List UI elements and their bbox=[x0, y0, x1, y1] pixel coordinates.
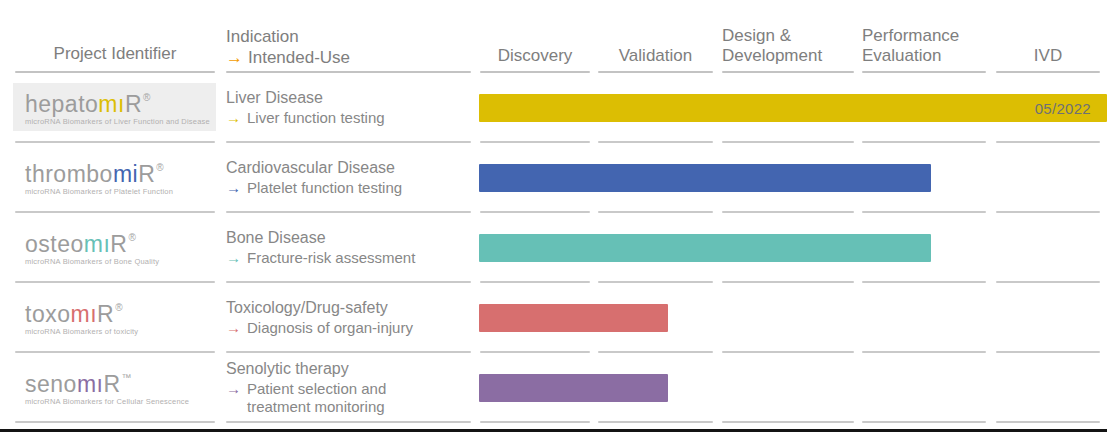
arrow-icon: → bbox=[226, 249, 241, 267]
indication-cell: Cardiovascular Disease → Platelet functio… bbox=[226, 143, 471, 211]
trademark-symbol: ® bbox=[143, 92, 150, 103]
progress-bar bbox=[479, 304, 668, 332]
brand-tagline: microRNA Biomarkers of Liver Function an… bbox=[25, 117, 216, 127]
intended-use-line: → Platelet function testing bbox=[226, 179, 471, 197]
project-logo: osteomıR® microRNA Biomarkers of Bone Qu… bbox=[13, 213, 216, 281]
header-row: Project Identifier Indication → Intended-… bbox=[0, 0, 1107, 73]
bottom-border-line bbox=[0, 429, 1107, 432]
progress-bar bbox=[479, 164, 931, 192]
intended-use-text: Fracture-risk assessment bbox=[247, 249, 415, 267]
brand-name: osteomıR® bbox=[25, 227, 216, 257]
project-logo: thrombomiR® microRNA Biomarkers of Plate… bbox=[13, 143, 216, 211]
brand-mi: mı bbox=[98, 90, 125, 116]
column-separator bbox=[15, 421, 215, 423]
trademark-symbol: ® bbox=[115, 302, 122, 313]
column-header-ivd: IVD bbox=[996, 46, 1100, 66]
intended-use-line: → Liver function testing bbox=[226, 109, 471, 127]
intended-use-line: → Patient selection and treatment monitor… bbox=[226, 380, 471, 416]
intended-use-text: Liver function testing bbox=[247, 109, 385, 127]
arrow-icon: → bbox=[226, 179, 241, 197]
progress-bar: 05/2022 bbox=[479, 94, 1107, 122]
brand-tagline: microRNA Biomarkers of toxicity bbox=[25, 327, 216, 337]
progress-bar bbox=[479, 234, 931, 262]
arrow-icon: → bbox=[226, 319, 241, 337]
pipeline-chart: Project Identifier Indication → Intended-… bbox=[0, 0, 1107, 434]
indication-cell: Liver Disease → Liver function testing bbox=[226, 73, 471, 141]
column-header-performance-evaluation: Performance Evaluation bbox=[862, 26, 986, 66]
intended-use-line: → Fracture-risk assessment bbox=[226, 249, 471, 267]
indication-subtitle: Intended-Use bbox=[248, 48, 350, 67]
disease-label: Senolytic therapy bbox=[226, 359, 471, 379]
brand-name: toxomıR® bbox=[25, 297, 216, 327]
pipeline-row-senomir: senomıR™ microRNA Biomarkers for Cellula… bbox=[0, 353, 1107, 423]
trademark-symbol: ® bbox=[156, 162, 163, 173]
indication-cell: Senolytic therapy → Patient selection and… bbox=[226, 353, 471, 421]
disease-label: Cardiovascular Disease bbox=[226, 158, 471, 178]
brand-tagline: microRNA Biomarkers for Cellular Senesce… bbox=[25, 397, 216, 407]
indication-title: Indication bbox=[226, 27, 471, 47]
column-separator bbox=[996, 421, 1100, 423]
disease-label: Bone Disease bbox=[226, 228, 471, 248]
intended-use-text: Diagnosis of organ-injury bbox=[247, 319, 413, 337]
bar-label: 05/2022 bbox=[1035, 100, 1107, 117]
column-separator bbox=[862, 421, 986, 423]
brand-tagline: microRNA Biomarkers of Platelet Function bbox=[25, 187, 216, 197]
intended-use-text: Patient selection and treatment monitori… bbox=[247, 380, 386, 416]
column-header-design-development: Design & Development bbox=[722, 26, 854, 66]
brand-name: hepatomıR® bbox=[25, 87, 216, 117]
arrow-icon: → bbox=[226, 48, 243, 67]
trademark-symbol: ® bbox=[128, 232, 135, 243]
brand-mi: mi bbox=[113, 160, 138, 186]
indication-cell: Toxicology/Drug-safety → Diagnosis of org… bbox=[226, 283, 471, 351]
brand-name: thrombomiR® bbox=[25, 157, 216, 187]
pipeline-row-thrombomir: thrombomiR® microRNA Biomarkers of Plate… bbox=[0, 143, 1107, 213]
brand-name: senomıR™ bbox=[25, 367, 216, 397]
trademark-symbol: ™ bbox=[122, 372, 132, 383]
project-logo: senomıR™ microRNA Biomarkers for Cellula… bbox=[13, 353, 216, 421]
column-separator bbox=[722, 421, 854, 423]
indication-cell: Bone Disease → Fracture-risk assessment bbox=[226, 213, 471, 281]
disease-label: Toxicology/Drug-safety bbox=[226, 298, 471, 318]
brand-mi: mı bbox=[70, 300, 97, 326]
column-separator bbox=[226, 421, 471, 423]
column-separator bbox=[598, 421, 713, 423]
intended-use-text: Platelet function testing bbox=[247, 179, 402, 197]
project-logo: hepatomıR® microRNA Biomarkers of Liver … bbox=[13, 83, 216, 131]
progress-bar bbox=[479, 374, 668, 402]
brand-tagline: microRNA Biomarkers of Bone Quality bbox=[25, 257, 216, 267]
pipeline-row-osteomir: osteomıR® microRNA Biomarkers of Bone Qu… bbox=[0, 213, 1107, 283]
column-header-indication: Indication → Intended-Use bbox=[226, 27, 471, 68]
arrow-icon: → bbox=[226, 109, 241, 127]
column-separator bbox=[480, 421, 590, 423]
brand-mi: mı bbox=[84, 230, 111, 256]
indication-subtitle-line: → Intended-Use bbox=[226, 48, 471, 68]
column-header-project: Project Identifier bbox=[15, 44, 215, 64]
brand-mi: mı bbox=[77, 370, 104, 396]
column-header-discovery: Discovery bbox=[480, 46, 590, 66]
arrow-icon: → bbox=[226, 380, 241, 398]
pipeline-row-toxomir: toxomıR® microRNA Biomarkers of toxicity… bbox=[0, 283, 1107, 353]
column-header-validation: Validation bbox=[598, 46, 713, 66]
project-logo: toxomıR® microRNA Biomarkers of toxicity bbox=[13, 283, 216, 351]
disease-label: Liver Disease bbox=[226, 88, 471, 108]
pipeline-row-hepatomir: hepatomıR® microRNA Biomarkers of Liver … bbox=[0, 73, 1107, 143]
intended-use-line: → Diagnosis of organ-injury bbox=[226, 319, 471, 337]
